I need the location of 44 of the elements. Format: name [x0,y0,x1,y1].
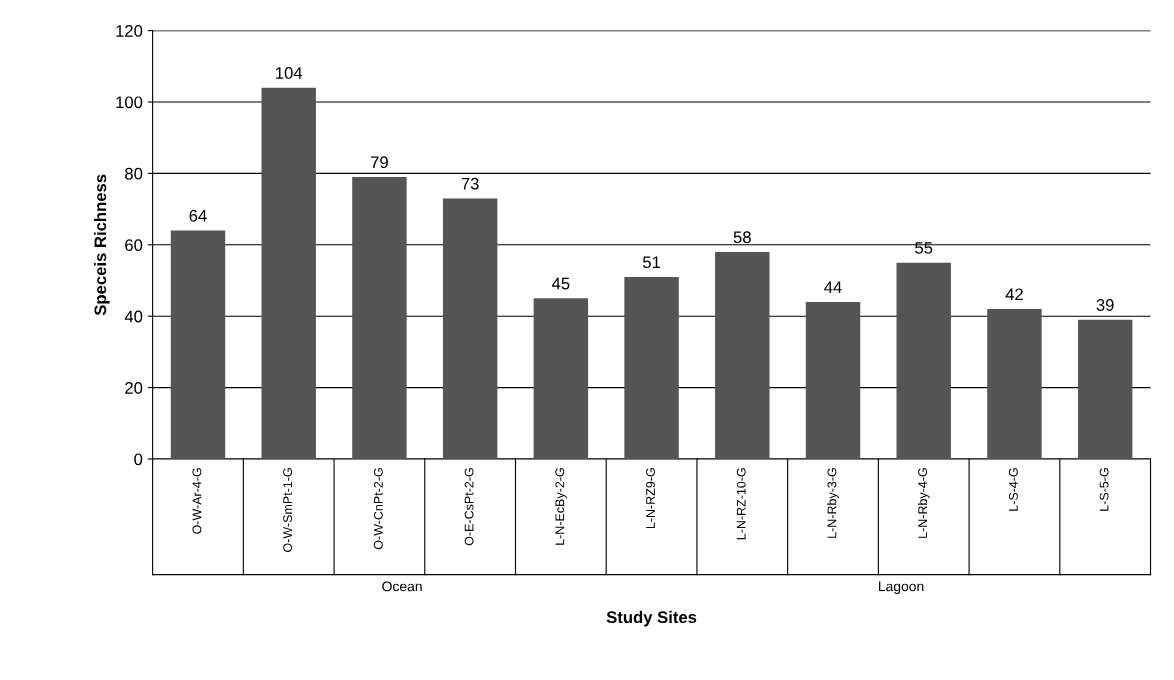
y-tick-label: 80 [125,167,143,180]
text: Ocean [382,581,422,592]
bar [715,251,770,459]
data-label: 104 [276,67,303,79]
data-label: 42 [1005,288,1023,301]
data-label: 39 [1096,299,1114,311]
bar [442,198,498,459]
x-tick-label: L-N-RZ9-G [646,468,655,529]
y-tick-label: 120 [116,25,143,37]
bar [261,87,316,459]
data-label: 45 [551,277,570,290]
y-tick-label: 60 [125,239,143,251]
x-tick-label: L-S-5-G [1099,468,1109,511]
data-label: 55 [915,242,933,254]
bar [1077,319,1133,459]
text: Lagoon [879,581,924,594]
y-axis-title: Speceis Richness [94,174,110,316]
bar [987,309,1042,459]
bar [352,176,407,459]
y-tick-label: 40 [124,310,143,323]
bar [533,298,589,459]
data-label: 51 [642,256,661,269]
x-tick-label: L-N-Rby-4-G [917,468,930,538]
x-tick-label: L-N-RZ-10-G [736,468,746,540]
x-tick-label: L-N-Rby-3-G [827,468,839,538]
data-label: 58 [733,231,751,244]
bar [170,230,226,459]
x-tick-label: O-E-CsPt-2-G [464,468,474,546]
bar [896,262,951,459]
y-tick-label: 20 [125,382,143,394]
y-tick-label: 0 [134,453,143,466]
data-label: 64 [189,209,207,222]
bar [805,301,861,459]
data-label: 44 [824,281,842,293]
x-tick-label: O-W-Ar-4-G [192,468,202,534]
data-label: 73 [461,177,479,190]
bar [624,276,679,459]
x-axis-title: Study Sites [606,610,697,627]
x-tick-label: L-N-EcBy-2-G [555,468,567,545]
data-label: 79 [371,156,388,169]
x-tick-label: O-W-CnPt-2-G [373,468,383,550]
x-tick-label: L-S-4-G [1008,468,1018,511]
x-tick-label: O-W-SmPt-1-G [283,468,293,552]
y-tick-label: 100 [116,96,143,109]
